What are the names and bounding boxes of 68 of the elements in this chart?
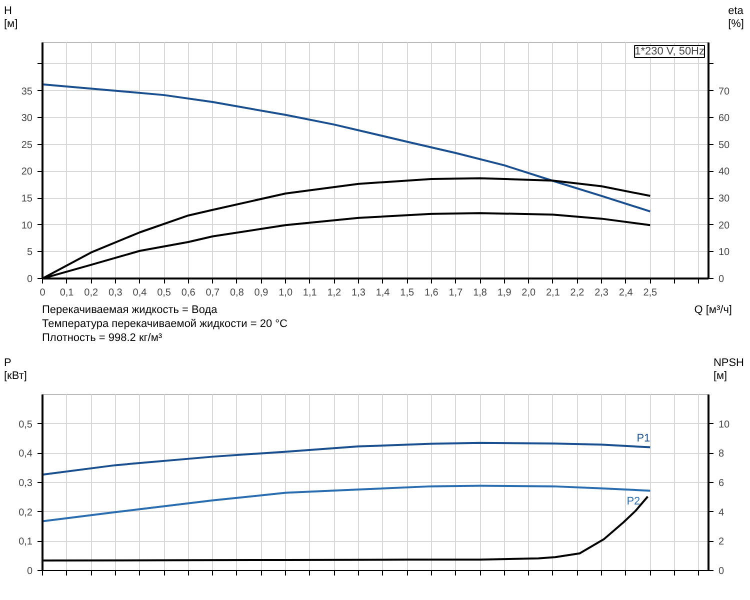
y2-tick-label: 30 [718, 194, 730, 205]
x-tick-label: 1,4 [376, 288, 390, 298]
y-tick-label: 5 [26, 247, 33, 258]
x-tick-label: 0,7 [206, 288, 220, 298]
text: Температура перекачиваемой жидкости = 20 °C [42, 318, 288, 330]
x-tick-label: 1,8 [473, 288, 488, 298]
x-tick-label: 0 [40, 288, 46, 298]
line-series [42, 484, 652, 522]
y2-tick-label: 70 [718, 86, 730, 98]
x-tick-label: 1,9 [497, 288, 512, 298]
y-tick-label: 0 [26, 566, 33, 577]
x-tick-label: 0,4 [132, 288, 148, 298]
x-tick-label: 1,5 [400, 288, 414, 298]
y-axis-title: H [м] [4, 5, 18, 31]
y2-tick-label: 4 [718, 507, 724, 518]
y2-tick-label: 2 [718, 536, 724, 548]
x-tick-label: 2,0 [522, 288, 536, 298]
line-series [42, 442, 652, 476]
y-tick-label: 15 [21, 194, 33, 205]
x-tick-label: 2,2 [570, 288, 585, 298]
x-tick-label: 1,7 [448, 288, 464, 298]
y-tick-label: 10 [21, 220, 33, 232]
y2-axis-title: eta [%] [728, 5, 744, 31]
x-tick-label: 2,5 [643, 288, 658, 298]
y2-tick-label: 60 [718, 113, 730, 124]
x-tick-label: 1,3 [352, 288, 366, 298]
x-axis-title: Q [м³/ч] [694, 303, 732, 318]
x-tick-label: 1,6 [424, 288, 439, 298]
y2-tick-label: 20 [718, 220, 730, 232]
y2-tick-label: 10 [718, 247, 730, 258]
y-tick-label: 25 [21, 140, 33, 151]
x-tick-label: 1,1 [302, 288, 318, 298]
x-tick-label: 0,9 [254, 288, 269, 298]
line-series [42, 83, 652, 212]
x-tick-label: 2,3 [594, 288, 609, 298]
y-tick-label: 0,5 [18, 419, 33, 430]
x-tick-label: 2,4 [618, 288, 634, 298]
y2-tick-label: 0 [718, 566, 724, 577]
y-tick-label: 0,3 [18, 478, 33, 489]
text: Перекачиваемая жидкость = Вода [42, 304, 218, 316]
y-tick-label: 0,4 [18, 448, 33, 460]
chart-title: 1*230 V, 50Hz [634, 46, 705, 58]
y-tick-label: 0,1 [18, 536, 33, 548]
x-tick-label: 1,2 [327, 288, 342, 298]
y-tick-label: 30 [21, 113, 33, 124]
x-tick-label: 0,5 [157, 288, 172, 298]
y2-tick-label: 50 [718, 140, 730, 151]
x-tick-label: 0,2 [84, 288, 98, 298]
x-tick-label: 0,1 [60, 288, 74, 298]
y2-tick-label: 10 [718, 419, 730, 430]
y-tick-label: 20 [21, 166, 33, 178]
x-tick-label: 0,6 [181, 288, 196, 298]
x-tick-label: 2,1 [546, 288, 560, 298]
x-tick-label: 0,8 [230, 288, 244, 298]
series-label: P2 [626, 496, 640, 508]
series-label: P1 [636, 432, 650, 444]
y2-axis-title: NPSH [м] [713, 357, 744, 383]
y-tick-label: 0 [26, 274, 33, 285]
y-axis-title: P [кВт] [4, 357, 27, 383]
y2-tick-label: 0 [718, 274, 724, 285]
y2-tick-label: 6 [718, 478, 724, 489]
y2-tick-label: 40 [718, 166, 730, 178]
y-tick-label: 0,2 [18, 507, 33, 518]
x-tick-label: 1,0 [278, 288, 293, 298]
y-tick-label: 35 [21, 86, 33, 98]
y2-tick-label: 8 [718, 448, 724, 460]
x-tick-label: 0,3 [108, 288, 123, 298]
text: Плотность = 998.2 кг/м³ [42, 332, 162, 344]
